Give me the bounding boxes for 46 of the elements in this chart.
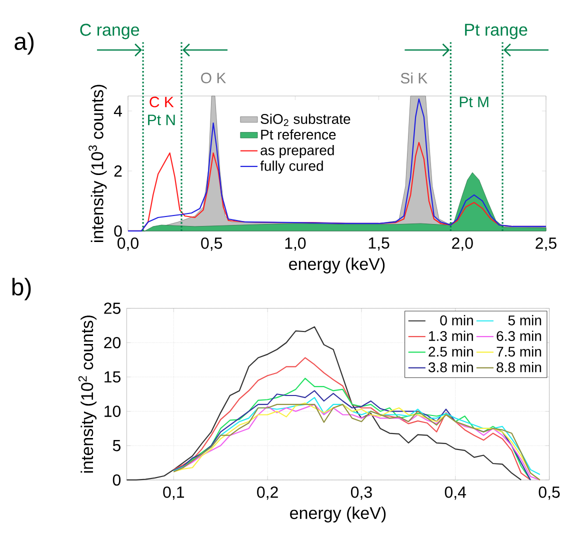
text: Si K <box>400 72 428 84</box>
text: Pt range <box>465 24 528 40</box>
legend-label: fully cured <box>260 160 323 174</box>
annotation: Pt M <box>460 96 488 108</box>
y-axis-title: intensity (10$^{3}$ counts) <box>88 84 107 242</box>
y-tick-label: 2 <box>114 165 122 177</box>
legend-label: 2.5 min <box>428 346 473 357</box>
legend-label: SiO$_{2}$ substrate <box>260 114 350 126</box>
text: C range <box>80 24 140 40</box>
x-axis-title: energy (keV) <box>290 506 386 522</box>
legend-label: 5 min <box>508 315 542 326</box>
x-tick-label: 0,5 <box>201 238 222 251</box>
legend-label: 7.5 min <box>496 346 542 357</box>
text: b) <box>12 278 31 300</box>
legend-label: Pt reference <box>261 129 336 140</box>
legend-label: 1.3 min <box>429 330 473 341</box>
line-series <box>126 326 522 481</box>
y-tick-label: 4 <box>114 105 122 116</box>
legend-label: 0 min <box>440 315 473 326</box>
x-tick-label: 0,5 <box>538 486 560 500</box>
legend-label: 3.8 min <box>428 362 473 372</box>
annotation: C K <box>150 96 174 108</box>
y-tick-label: 5 <box>112 440 120 452</box>
y-tick-label: 0 <box>112 474 121 486</box>
y-tick-label: 20 <box>104 336 121 348</box>
x-tick-label: 2,0 <box>452 238 473 251</box>
legend-label: as prepared <box>260 144 334 158</box>
x-tick-label: 0,2 <box>257 486 278 500</box>
y-tick-label: 25 <box>104 302 120 314</box>
legend-label: 6.3 min <box>496 330 542 341</box>
y-tick-label: 0 <box>114 225 122 237</box>
x-tick-label: 0,0 <box>118 238 138 251</box>
x-tick-label: 0,3 <box>350 486 372 500</box>
x-tick-label: 1,5 <box>368 238 390 251</box>
legend-label: 8.8 min <box>496 362 542 372</box>
y-tick-label: 15 <box>104 371 120 383</box>
x-tick-label: 0,4 <box>444 486 466 500</box>
x-tick-label: 0,1 <box>163 486 184 500</box>
x-axis-title: energy (keV) <box>289 258 385 274</box>
x-tick-label: 1,0 <box>285 238 306 251</box>
annotation: Pt N <box>148 114 175 126</box>
text: a) <box>14 32 34 55</box>
y-axis-title: intensity (10$^{2}$ counts) <box>78 316 97 473</box>
text: O K <box>201 72 226 84</box>
x-tick-label: 2,5 <box>536 238 556 251</box>
y-tick-label: 10 <box>104 406 121 417</box>
